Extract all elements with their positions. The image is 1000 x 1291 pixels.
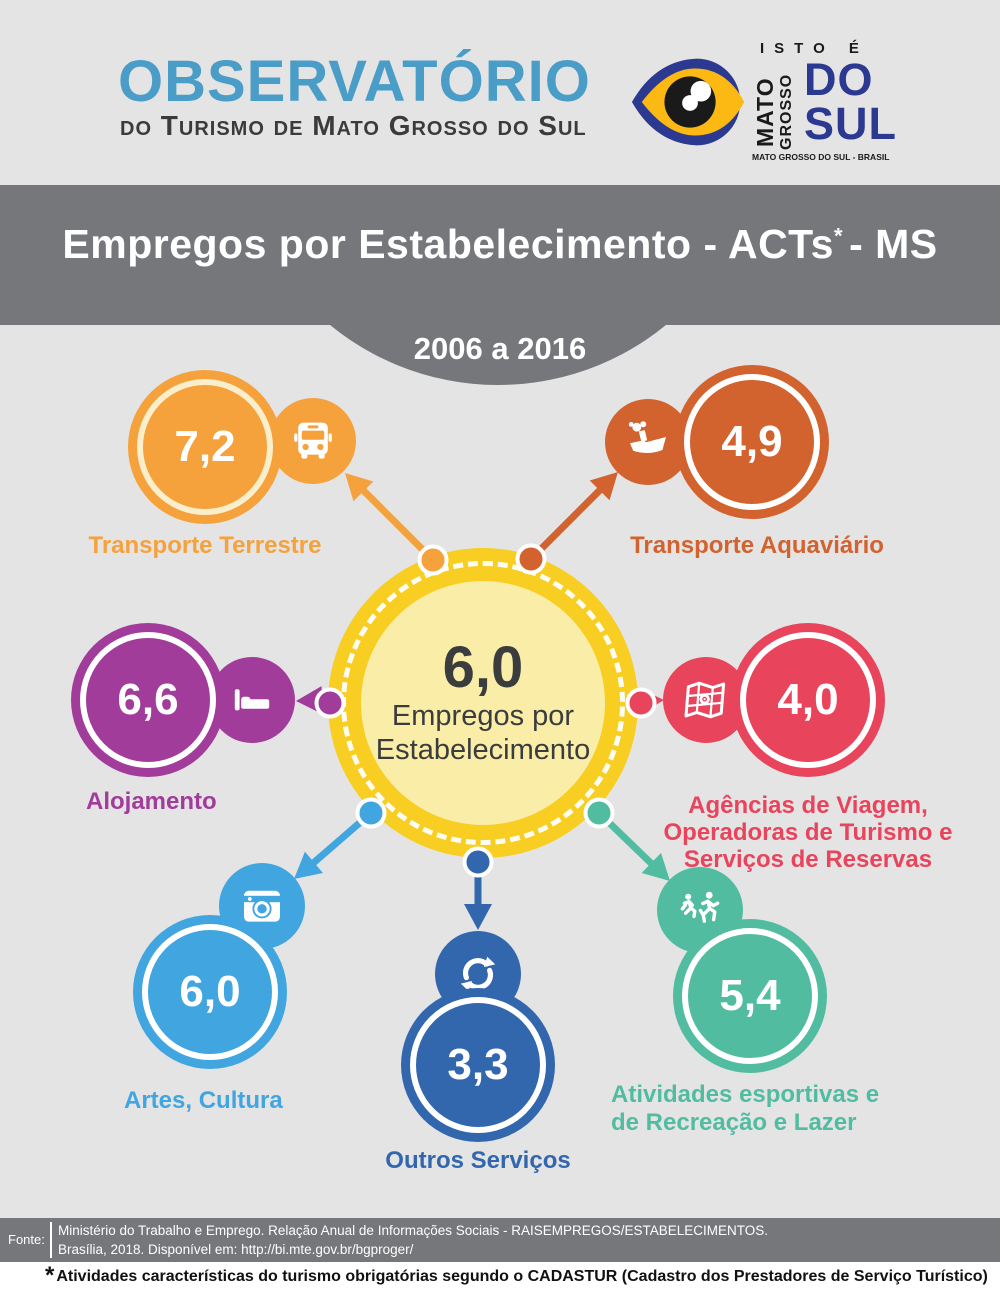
eye-logo-icon <box>631 58 745 146</box>
value-circle: 4,0 <box>731 623 885 777</box>
source-line-1: Ministério do Trabalho e Emprego. Relaçã… <box>58 1223 769 1238</box>
fonte-divider <box>50 1222 52 1258</box>
footnote-asterisk: * <box>45 1262 55 1289</box>
value-circle: 6,0 <box>133 915 287 1069</box>
source-bar: Fonte: Ministério do Trabalho e Emprego.… <box>0 1218 1000 1262</box>
node-value: 5,4 <box>719 971 781 1020</box>
footnote: * Atividades características do turismo … <box>45 1262 995 1289</box>
node-value: 4,9 <box>721 417 783 466</box>
title-banner: Empregos por Estabelecimento - ACTs* - MS… <box>0 185 1000 390</box>
node-label: Alojamento <box>86 788 217 815</box>
value-circle: 5,4 <box>673 919 827 1073</box>
center-label: Empregos por Estabelecimento <box>375 699 591 767</box>
node-value: 3,3 <box>447 1040 509 1089</box>
center-circle: 6,0 Empregos por Estabelecimento <box>328 548 638 858</box>
circle-ring <box>740 632 876 768</box>
value-circle: 6,6 <box>71 623 225 777</box>
value-circle: 7,2 <box>128 370 282 524</box>
node-value: 6,0 <box>179 967 241 1016</box>
center-inner-circle <box>361 581 605 825</box>
node-value: 6,6 <box>117 675 179 724</box>
node-value: 4,0 <box>777 675 839 724</box>
isto-e-mato-grosso-do-sul-logo: ISTO É MATO GROSSO DO SUL MATO GROSSO DO… <box>752 40 902 165</box>
brand-baseline-text: MATO GROSSO DO SUL - BRASIL <box>752 152 890 162</box>
brand-do-sul-text: DO SUL <box>804 57 897 149</box>
circle-ring <box>80 632 216 768</box>
node-label: Transporte Aquaviário <box>630 532 884 559</box>
bus-icon <box>270 398 356 484</box>
node-label: Atividades esportivas e de Recreação e L… <box>611 1081 880 1136</box>
source-line-2: Brasília, 2018. Disponível em: http://bi… <box>58 1242 414 1257</box>
brand-mato-text: MATO <box>752 77 778 147</box>
footnote-text: Atividades características do turismo ob… <box>56 1268 988 1285</box>
circle-ring <box>682 928 818 1064</box>
circle-ring <box>137 379 273 515</box>
page-title: Empregos por Estabelecimento - ACTs* - MS <box>62 221 938 267</box>
circle-ring <box>684 374 820 510</box>
observatorio-logo-subtitle: do Turismo de Mato Grosso do Sul <box>120 110 587 141</box>
observatorio-logo-title: OBSERVATÓRIO <box>118 49 591 114</box>
fonte-label: Fonte: <box>8 1232 45 1247</box>
node-label: Agências de Viagem, Operadoras de Turism… <box>663 792 953 873</box>
node-value: 7,2 <box>174 422 236 471</box>
circle-ring <box>142 924 278 1060</box>
value-circle: 3,3 <box>401 988 555 1142</box>
circle-ring <box>410 997 546 1133</box>
brand-sul: SUL <box>804 98 897 149</box>
period-label: 2006 a 2016 <box>413 331 587 366</box>
brand-istoe-text: ISTO É <box>760 40 869 57</box>
value-circle: 4,9 <box>675 365 829 519</box>
brand-do: DO <box>804 54 874 105</box>
brand-grosso-text: GROSSO <box>778 73 795 151</box>
source-text: Ministério do Trabalho e Emprego. Relaçã… <box>58 1221 768 1259</box>
node-label: Artes, Cultura <box>124 1087 283 1114</box>
center-value: 6,0 <box>442 634 524 700</box>
node-label: Outros Serviços <box>385 1147 571 1174</box>
node-label: Transporte Terrestre <box>88 532 322 559</box>
